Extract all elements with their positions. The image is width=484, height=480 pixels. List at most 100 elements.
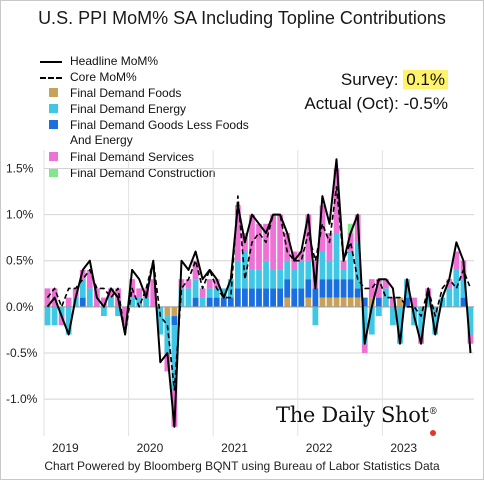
bar-segment bbox=[220, 297, 227, 307]
bar-segment bbox=[390, 297, 396, 307]
bar-segment bbox=[270, 214, 276, 270]
bar-segment bbox=[418, 306, 425, 335]
bar-segment bbox=[340, 260, 347, 270]
bar-segment bbox=[143, 297, 150, 307]
bar-segment bbox=[284, 233, 291, 261]
bar-segment bbox=[319, 251, 326, 280]
bar-segment bbox=[333, 297, 340, 307]
bar-segment bbox=[86, 269, 93, 289]
bar-segment bbox=[467, 334, 474, 344]
bar-segment bbox=[277, 214, 284, 270]
bar-segment bbox=[227, 279, 234, 298]
brand-logo: The Daily Shot® bbox=[276, 403, 438, 427]
legend-swatch-icon bbox=[49, 152, 58, 161]
bar-segment bbox=[58, 316, 65, 326]
bar-segment bbox=[340, 269, 347, 280]
bar-segment bbox=[446, 288, 453, 307]
bar-segment bbox=[347, 279, 354, 298]
bar-segment bbox=[249, 288, 255, 307]
bar-segment bbox=[319, 279, 326, 298]
bar-segment bbox=[263, 260, 269, 289]
bar-segment bbox=[108, 288, 114, 298]
bar-segment bbox=[122, 306, 128, 326]
bar-segment bbox=[199, 288, 206, 298]
bar-segment bbox=[305, 297, 312, 307]
actual-label: Actual (Oct): bbox=[304, 94, 399, 113]
bar-segment bbox=[79, 269, 86, 280]
bar-segment bbox=[333, 233, 340, 280]
brand-registered-mark: ® bbox=[428, 407, 438, 417]
bar-segment bbox=[284, 260, 291, 280]
bar-segment bbox=[340, 297, 347, 307]
actual-value: -0.5% bbox=[403, 94, 448, 113]
bar-segment bbox=[44, 306, 51, 326]
legend-label: Final Demand Energy bbox=[70, 102, 187, 116]
bar-segment bbox=[58, 306, 65, 317]
bar-segment bbox=[256, 269, 262, 289]
bar-segment bbox=[425, 297, 432, 307]
bar-segment bbox=[256, 288, 262, 307]
bar-segment bbox=[51, 306, 58, 326]
bar-segment bbox=[185, 288, 192, 307]
legend-swatch-icon bbox=[49, 120, 58, 129]
bar-segment bbox=[136, 288, 143, 298]
core-line bbox=[46, 186, 472, 391]
bar-segment bbox=[108, 297, 114, 307]
bar-segment bbox=[270, 288, 276, 307]
bar-segment bbox=[277, 288, 284, 307]
bar-segment bbox=[368, 306, 375, 335]
bar-segment bbox=[460, 279, 467, 298]
bar-segment bbox=[227, 297, 234, 307]
bar-segment bbox=[129, 297, 136, 307]
actual-row: Actual (Oct): -0.5% bbox=[304, 92, 448, 116]
bar-segment bbox=[213, 297, 220, 307]
bar-segment bbox=[234, 205, 241, 261]
bar-segment bbox=[368, 297, 375, 307]
survey-annotation: Survey: 0.1% Actual (Oct): -0.5% bbox=[304, 68, 448, 116]
y-tick-label: 1.0% bbox=[6, 208, 34, 222]
legend-solid-line-icon bbox=[40, 61, 62, 63]
bar-segment bbox=[382, 279, 389, 289]
bar-segment bbox=[256, 223, 262, 270]
bar-segment bbox=[368, 279, 375, 298]
bar-segment bbox=[333, 168, 340, 234]
bar-segment bbox=[305, 279, 312, 298]
bar-segment bbox=[333, 279, 340, 298]
bar-segment bbox=[242, 288, 248, 307]
bar-segment bbox=[375, 279, 382, 298]
bar-segment bbox=[298, 260, 305, 289]
bar-segment bbox=[354, 288, 361, 298]
bar-segment bbox=[298, 288, 305, 307]
brand-name: The Daily Shot bbox=[276, 403, 429, 427]
bar-segment bbox=[347, 233, 354, 252]
bar-segment bbox=[326, 297, 333, 307]
bar-segment bbox=[284, 279, 291, 298]
bar-segment bbox=[185, 279, 192, 289]
bar-segment bbox=[312, 288, 319, 307]
bar-segment bbox=[150, 279, 157, 307]
bar-segment bbox=[411, 297, 417, 307]
bar-segment bbox=[347, 223, 354, 234]
bar-segment bbox=[136, 297, 143, 307]
bar-segment bbox=[404, 279, 410, 298]
bar-segment bbox=[192, 260, 199, 280]
bar-segment bbox=[397, 297, 403, 307]
bar-segment bbox=[213, 279, 220, 289]
bar-segment bbox=[206, 297, 213, 307]
bar-segment bbox=[312, 260, 319, 289]
bar-segment bbox=[453, 251, 460, 270]
bar-segment bbox=[319, 297, 326, 307]
legend-label: Headline MoM% bbox=[70, 54, 159, 68]
legend-label: Final Demand Goods Less Foods And Energy bbox=[70, 118, 249, 147]
bar-segment bbox=[65, 297, 72, 307]
bar-segment bbox=[206, 288, 213, 298]
x-tick-label: 2019 bbox=[52, 441, 79, 455]
bar-segment bbox=[326, 279, 333, 298]
y-tick-label: 0.5% bbox=[6, 254, 34, 268]
chart-title: U.S. PPI MoM% SA Including Topline Contr… bbox=[38, 8, 446, 28]
bar-segment bbox=[397, 306, 403, 344]
brand-dot-icon bbox=[430, 430, 436, 436]
bar-segment bbox=[382, 288, 389, 307]
x-tick-label: 2020 bbox=[137, 441, 164, 455]
bar-segment bbox=[432, 306, 439, 335]
